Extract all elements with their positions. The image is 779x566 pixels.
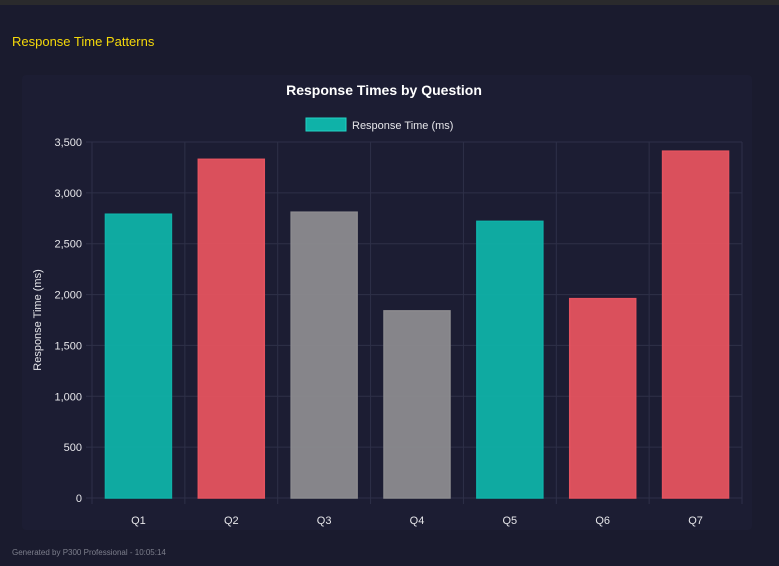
y-tick-label: 1,000: [54, 391, 82, 403]
bar-q2[interactable]: [197, 158, 266, 499]
y-tick-label: 3,000: [54, 188, 82, 200]
bar-q3[interactable]: [290, 211, 358, 499]
chart-title: Response Times by Question: [286, 82, 482, 98]
y-axis-label: Response Time (ms): [32, 269, 44, 370]
window-top-bar: [0, 0, 779, 5]
y-tick-label: 3,500: [54, 137, 82, 149]
legend-swatch[interactable]: [305, 117, 347, 132]
x-tick-label: Q7: [688, 515, 703, 527]
x-tick-label: Q4: [410, 515, 425, 527]
legend-label[interactable]: Response Time (ms): [352, 120, 453, 132]
x-tick-label: Q1: [131, 515, 146, 527]
x-tick-label: Q2: [224, 515, 239, 527]
y-tick-label: 2,000: [54, 290, 82, 302]
y-tick-label: 2,500: [54, 239, 82, 251]
bar-q5[interactable]: [476, 220, 544, 499]
x-tick-label: Q3: [317, 515, 332, 527]
x-tick-label: Q6: [595, 515, 610, 527]
y-tick-label: 0: [76, 493, 82, 505]
bar-q4[interactable]: [383, 310, 451, 499]
y-tick-label: 1,500: [54, 340, 82, 352]
section-title: Response Time Patterns: [12, 34, 155, 49]
y-tick-label: 500: [64, 442, 82, 454]
footer-text: Generated by P300 Professional - 10:05:1…: [12, 548, 166, 557]
bar-q6[interactable]: [568, 297, 637, 499]
bar-q7[interactable]: [661, 150, 730, 499]
bar-q1[interactable]: [104, 213, 173, 499]
x-tick-label: Q5: [503, 515, 518, 527]
